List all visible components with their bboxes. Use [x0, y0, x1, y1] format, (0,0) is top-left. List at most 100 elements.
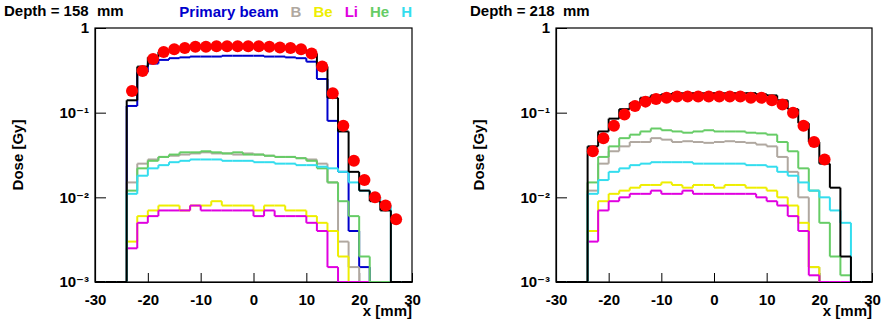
histogram-riser: [242, 152, 244, 154]
data-point: [755, 92, 767, 104]
y-tick: 10⁻²: [59, 189, 106, 206]
histogram-step: [809, 266, 820, 268]
histogram-riser: [839, 188, 841, 257]
histogram-step: [725, 193, 736, 195]
histogram-step: [327, 181, 338, 183]
histogram-step: [306, 164, 317, 166]
histogram-step: [767, 134, 778, 136]
histogram-riser: [629, 135, 631, 139]
histogram-step: [798, 196, 809, 198]
y-tick: 10⁻²: [520, 189, 567, 206]
histogram-riser: [692, 131, 694, 132]
data-point: [629, 100, 641, 112]
histogram-step: [619, 167, 630, 169]
histogram-step: [232, 209, 243, 211]
histogram-riser: [136, 223, 138, 248]
histogram-step: [714, 130, 725, 132]
data-point: [390, 213, 402, 225]
histogram-riser: [797, 151, 799, 168]
histogram-step: [359, 266, 370, 268]
histogram-riser: [147, 161, 149, 169]
histogram-step: [180, 56, 191, 58]
histogram-step: [190, 56, 201, 58]
histogram-step: [349, 181, 360, 183]
histogram-step: [651, 184, 662, 186]
x-tick-label: 10: [298, 291, 315, 308]
x-tick: -10: [651, 273, 673, 308]
histogram-step: [391, 281, 402, 282]
histogram-step: [567, 281, 578, 282]
histogram-step: [401, 281, 412, 282]
histogram-step: [190, 151, 201, 153]
histogram-step: [682, 187, 693, 189]
histogram-riser: [660, 138, 662, 140]
histogram-riser: [671, 182, 673, 185]
histogram-step: [370, 281, 381, 282]
histogram-step: [714, 193, 725, 195]
data-point: [671, 91, 683, 103]
histogram-step: [767, 190, 778, 192]
histogram-step: [95, 281, 106, 282]
histogram-step: [127, 190, 138, 192]
histogram-step: [211, 56, 222, 58]
histogram-step: [359, 281, 370, 282]
series: [126, 40, 402, 225]
histogram-step: [306, 222, 317, 224]
histogram-step: [359, 190, 370, 192]
histogram-riser: [650, 191, 652, 194]
histogram-riser: [829, 164, 831, 188]
histogram-step: [232, 55, 243, 57]
histogram-riser: [231, 152, 233, 153]
histogram-riser: [808, 168, 810, 190]
histogram-step: [296, 157, 307, 159]
histogram-step: [106, 281, 117, 282]
y-tick-mark: [95, 113, 106, 114]
x-tick-label: -20: [598, 291, 620, 308]
histogram-riser: [808, 182, 810, 190]
histogram-step: [95, 281, 106, 282]
histogram-riser: [200, 206, 202, 211]
histogram-step: [148, 167, 159, 169]
histogram-step: [693, 163, 704, 165]
histogram-step: [788, 171, 799, 173]
y-tick-label: 10⁻¹: [520, 104, 550, 121]
histogram-step: [380, 281, 391, 282]
histogram-step: [725, 163, 736, 165]
histogram-step: [861, 281, 872, 282]
histogram-step: [756, 196, 767, 198]
histogram-step: [609, 200, 620, 202]
histogram-step: [830, 187, 841, 189]
histogram-step: [619, 137, 630, 139]
data-point: [263, 41, 275, 53]
histogram-step: [127, 181, 138, 183]
histogram-step: [349, 281, 360, 282]
histogram-riser: [274, 156, 276, 157]
histogram-riser: [274, 162, 276, 163]
histogram-riser: [295, 164, 297, 166]
histogram-riser: [326, 168, 328, 182]
histogram-step: [767, 166, 778, 168]
chart-title: Depth = 158 mm: [4, 2, 124, 19]
histogram-riser: [766, 197, 768, 201]
histogram-step: [391, 281, 402, 282]
histogram-step: [327, 167, 338, 169]
histogram-step: [285, 209, 296, 211]
histogram-step: [567, 281, 578, 282]
x-tick: -20: [598, 273, 620, 308]
histogram-riser: [766, 133, 768, 134]
histogram-step: [672, 161, 683, 163]
histogram-step: [232, 205, 243, 207]
histogram-step: [180, 209, 191, 211]
histogram-step: [106, 281, 117, 282]
data-point: [316, 61, 328, 73]
histogram-step: [349, 215, 360, 217]
histogram-step: [370, 281, 381, 282]
histogram-step: [254, 209, 265, 211]
histogram-step: [401, 281, 412, 282]
histogram-step: [190, 205, 201, 207]
histogram-step: [651, 137, 662, 139]
histogram-step: [169, 155, 180, 157]
histogram-riser: [829, 197, 831, 210]
histogram-step: [317, 78, 328, 80]
histogram-step: [317, 167, 328, 169]
